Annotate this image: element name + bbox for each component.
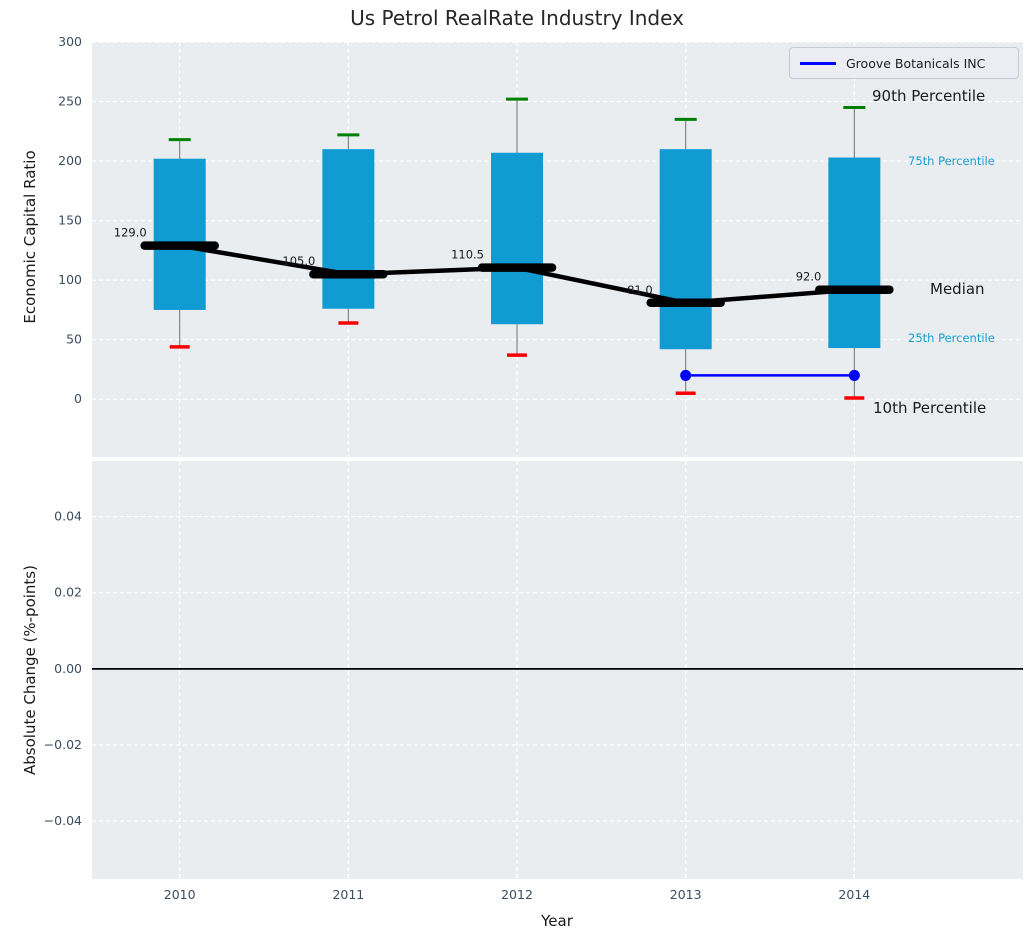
- iqr-box-2013: [659, 149, 712, 350]
- y-tick-label: 200: [58, 153, 82, 168]
- company-marker-2014: [848, 369, 860, 381]
- y-tick-label: 300: [58, 34, 82, 49]
- boxplot-series: 129.0 105.0 110.5 81.0 92.0: [114, 97, 894, 400]
- y-tick-label: −0.04: [44, 813, 82, 828]
- company-series: [680, 369, 860, 381]
- median-value-label-2010: 129.0: [114, 226, 147, 240]
- y-tick-label: −0.02: [44, 737, 82, 752]
- y-tick-label: 0: [74, 391, 82, 406]
- x-axis-label: Year: [541, 912, 573, 930]
- top-y-axis-label: Economic Capital Ratio: [21, 150, 39, 324]
- annotation-90th-percentile: 90th Percentile: [872, 87, 986, 105]
- company-marker-2013: [680, 369, 692, 381]
- legend: Groove Botanicals INC: [789, 47, 1019, 79]
- annotation-25th-percentile: 25th Percentile: [908, 331, 995, 345]
- annotation-10th-percentile: 10th Percentile: [873, 399, 987, 417]
- legend-label: Groove Botanicals INC: [846, 55, 986, 71]
- median-value-label-2014: 92.0: [796, 270, 822, 284]
- iqr-box-2014: [828, 157, 881, 349]
- median-value-label-2013: 81.0: [627, 283, 653, 297]
- panel-1-background: [92, 461, 1023, 879]
- median-value-label-2012: 110.5: [451, 248, 484, 262]
- median-value-label-2011: 105.0: [282, 254, 315, 268]
- x-tick-label-2011: 2011: [332, 887, 364, 902]
- y-tick-label: 0.00: [54, 661, 82, 676]
- bottom-y-axis-label: Absolute Change (%-points): [21, 565, 39, 775]
- chart-title: Us Petrol RealRate Industry Index: [350, 6, 684, 30]
- annotation-75th-percentile: 75th Percentile: [908, 154, 995, 168]
- y-tick-label: 0.02: [54, 585, 82, 600]
- annotation-median: Median: [930, 280, 985, 298]
- y-tick-label: 100: [58, 272, 82, 287]
- y-tick-label: 250: [58, 94, 82, 109]
- legend-line-swatch: [800, 61, 836, 65]
- x-tick-label-2013: 2013: [670, 887, 702, 902]
- x-tick-label-2014: 2014: [838, 887, 870, 902]
- x-tick-label-2010: 2010: [164, 887, 196, 902]
- iqr-box-2010: [153, 158, 206, 310]
- x-tick-labels: 2010 2011 2012 2013 2014: [164, 887, 870, 902]
- y-tick-label: 0.04: [54, 509, 82, 524]
- iqr-box-2012: [491, 152, 544, 325]
- x-tick-label-2012: 2012: [501, 887, 533, 902]
- iqr-box-2011: [322, 149, 375, 309]
- y-tick-label: 150: [58, 213, 82, 228]
- y-tick-label: 50: [66, 332, 82, 347]
- panel-1: 0.04 0.02 0.00 −0.02 −0.04: [44, 461, 1023, 879]
